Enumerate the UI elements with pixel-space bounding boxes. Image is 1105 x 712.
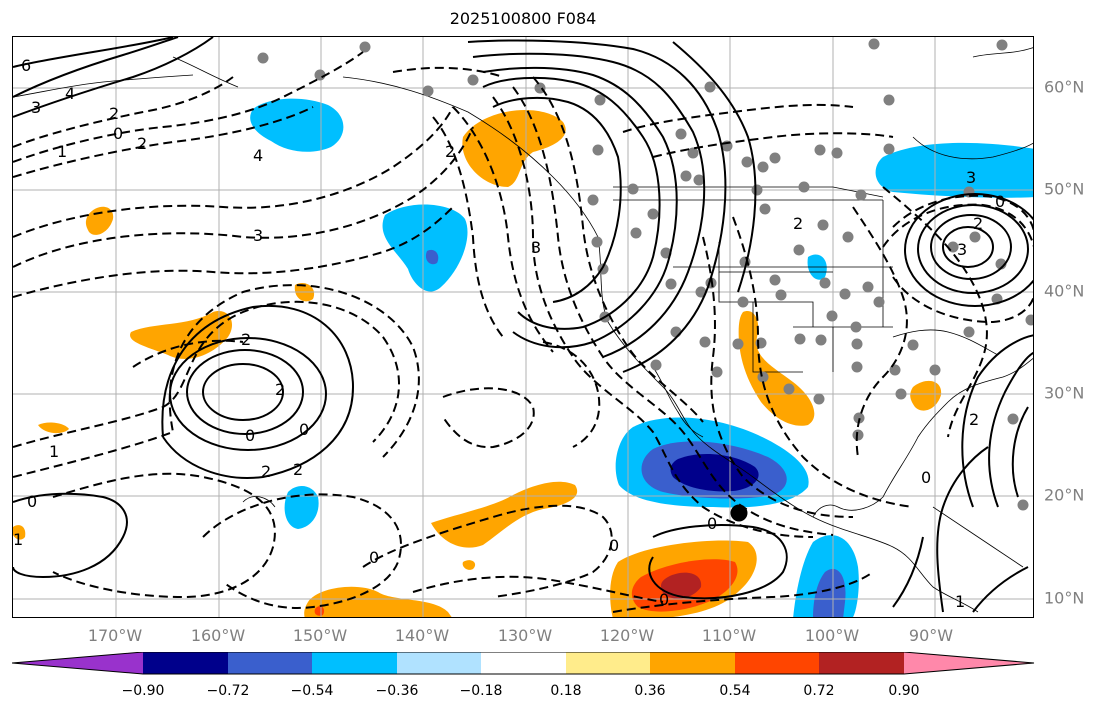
colorbar-segment [566, 652, 650, 674]
contour-label: 3 [957, 240, 967, 259]
latitude-label: 20°N [1044, 485, 1085, 505]
latitude-label: 40°N [1044, 281, 1085, 301]
colorbar-tick-label: 0.72 [803, 683, 835, 699]
positive-anomaly-region [85, 206, 114, 235]
colorbar-segment [12, 652, 143, 674]
contour-label: 2 [973, 214, 983, 233]
colorbar-segment [397, 652, 481, 674]
contour-label: 0 [995, 192, 1005, 211]
colorbar-segment [228, 652, 312, 674]
contour-label: 1 [57, 142, 67, 161]
colorbar-segment [735, 652, 819, 674]
colorbar-segment [650, 652, 735, 674]
contour-label: 0 [245, 426, 255, 445]
longitude-label: 90°W [908, 626, 954, 645]
positive-anomaly-region [38, 422, 69, 434]
positive-anomaly-region [738, 311, 815, 426]
contour-label: 3 [253, 226, 263, 245]
positive-anomaly-region [462, 110, 566, 187]
shaded-fields [13, 98, 1033, 617]
contour-label: 4 [253, 146, 263, 165]
positive-anomaly-region [13, 525, 26, 540]
coastlines [13, 47, 1033, 613]
colorbar-tick-label: 0.90 [888, 683, 920, 699]
latitude-label: 10°N [1044, 588, 1085, 608]
contour-label: 2 [969, 410, 979, 429]
contour-label: 4 [65, 84, 75, 103]
colorbar-tick-label: −0.36 [375, 683, 419, 699]
colorbar-segment [819, 652, 904, 674]
contour-label: 6 [21, 56, 31, 75]
latitude-label: 50°N [1044, 179, 1085, 199]
colorbar-tick-label: 0.18 [550, 683, 582, 699]
contour-label: 3 [531, 238, 541, 257]
positive-anomaly-region [910, 380, 942, 411]
storm-position-marker[interactable] [730, 504, 748, 522]
contour-labels: 6 4 3 2 0 1 2 4 3 2 2 0 0 1 2 3 0 2 0 1 … [13, 56, 1005, 611]
contour-label: 2 [109, 104, 119, 123]
contour-label: 2 [445, 142, 455, 161]
positive-anomaly-region [660, 572, 702, 599]
contour-label: 1 [13, 530, 23, 549]
contour-label: 3 [31, 98, 41, 117]
contour-label: 2 [241, 330, 251, 349]
latitude-label: 60°N [1044, 77, 1085, 97]
longitude-label: 170°W [87, 626, 143, 645]
contour-label: 0 [609, 536, 619, 555]
contour-label: 0 [921, 468, 931, 487]
colorbar-segment [481, 652, 566, 674]
contour-label: 3 [966, 168, 976, 187]
negative-anomaly-region [382, 204, 468, 292]
longitude-label: 100°W [804, 626, 860, 645]
negative-anomaly-region [284, 485, 319, 529]
contour-label: 0 [659, 590, 669, 609]
latitude-label: 30°N [1044, 383, 1085, 403]
colorbar-tick-label: −0.18 [459, 683, 503, 699]
contour-label: 0 [369, 548, 379, 567]
contour-label: 0 [27, 492, 37, 511]
negative-anomaly-region [670, 453, 759, 492]
colorbar-segment [312, 652, 397, 674]
map-panel[interactable]: 6 4 3 2 0 1 2 4 3 2 2 0 0 1 2 3 0 2 0 1 … [12, 36, 1034, 618]
colorbar-tick-label: −0.72 [206, 683, 250, 699]
longitude-label: 120°W [599, 626, 655, 645]
lat-lon-grid [13, 37, 1033, 617]
negative-anomaly-region [425, 249, 439, 265]
contour-label: 1 [49, 442, 59, 461]
positive-anomaly-region [462, 560, 476, 570]
negative-anomaly-region [813, 568, 846, 617]
longitude-label: 140°W [394, 626, 450, 645]
contour-label: 0 [113, 124, 123, 143]
colorbar-outline [12, 652, 1035, 675]
positive-contours [13, 37, 1033, 613]
contour-label: 0 [299, 420, 309, 439]
colorbar-tick-label: 0.54 [719, 683, 751, 699]
longitude-label: 110°W [701, 626, 757, 645]
colorbar-segment [904, 652, 1034, 674]
contour-label: 0 [707, 514, 717, 533]
contour-label: 2 [293, 460, 303, 479]
negative-anomaly-region [250, 98, 344, 152]
contour-label: 1 [955, 592, 965, 611]
contour-label: 2 [261, 462, 271, 481]
positive-anomaly-region [314, 606, 325, 616]
positive-anomaly-region [431, 481, 578, 548]
contour-label: 2 [275, 380, 285, 399]
longitude-label: 160°W [190, 626, 246, 645]
contour-label: 2 [137, 134, 147, 153]
colorbar-tick-label: −0.90 [121, 683, 165, 699]
contour-label: 2 [793, 214, 803, 233]
longitude-label: 130°W [497, 626, 553, 645]
longitude-label: 150°W [292, 626, 348, 645]
colorbar-tick-label: 0.36 [634, 683, 666, 699]
colorbar [12, 652, 1035, 675]
colorbar-segment [143, 652, 228, 674]
station-dots [257, 38, 1033, 511]
colorbar-tick-label: −0.54 [290, 683, 334, 699]
map-title: 2025100800 F084 [449, 9, 597, 28]
map-canvas: 6 4 3 2 0 1 2 4 3 2 2 0 0 1 2 3 0 2 0 1 … [13, 37, 1033, 617]
positive-anomaly-region [304, 586, 452, 617]
